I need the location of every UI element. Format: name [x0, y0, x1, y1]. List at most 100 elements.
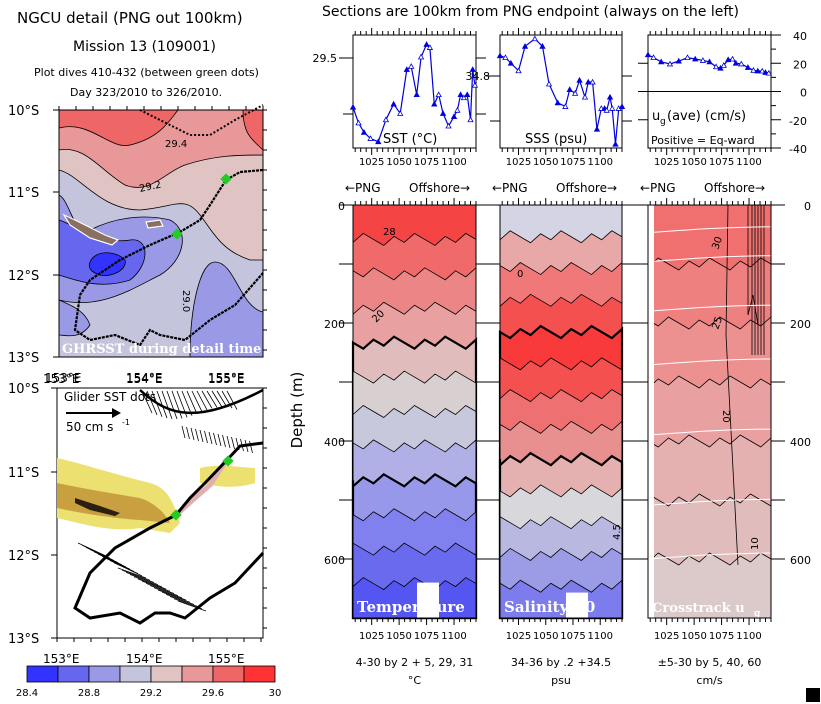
- x-tick-label: 1025: [654, 157, 679, 168]
- y-tick-label: 40: [793, 30, 807, 43]
- lon-tick-label-top: 154°E: [126, 372, 163, 386]
- direction-right-label: Offshore→: [556, 181, 617, 195]
- missing-data-gap: [417, 582, 439, 618]
- data-point: [423, 41, 430, 47]
- sst-dark-patch: [75, 498, 120, 516]
- data-point: [589, 78, 596, 85]
- data-point: [593, 125, 601, 132]
- depth-tick-label: 600: [324, 554, 345, 567]
- y-tick-label: 34.8: [466, 70, 491, 83]
- data-point: [355, 119, 362, 126]
- data-point: [471, 81, 479, 88]
- velocity-vector: [113, 562, 143, 577]
- velocity-vector: [235, 437, 240, 451]
- data-point: [502, 54, 509, 60]
- velocity-vector: [173, 598, 203, 610]
- isopycnal-line: [647, 226, 772, 234]
- data-point: [375, 138, 382, 145]
- section-contour-line: [747, 205, 759, 326]
- velocity-vector: [149, 585, 179, 596]
- data-point: [507, 59, 515, 66]
- data-point: [390, 100, 397, 107]
- colorbar: 28.4 28.8 29.2 29.6 30: [16, 665, 281, 699]
- velocity-vector: [141, 580, 171, 592]
- velocity-vector: [137, 578, 167, 590]
- velocity-vector: [171, 390, 183, 419]
- x-tick-label: 1075: [560, 631, 585, 642]
- velocity-vector: [186, 390, 198, 415]
- units-label: psu: [551, 674, 571, 687]
- depth-tick-label-right: 200: [790, 318, 811, 331]
- data-point: [408, 63, 415, 69]
- lat-tick-label: 10°S: [8, 382, 39, 397]
- data-point: [397, 110, 404, 116]
- sst-shading: [57, 483, 170, 523]
- contour-label: 20: [720, 410, 731, 423]
- contour-label: 4.5: [612, 524, 623, 540]
- lon-tick-label-top: 153°E: [43, 372, 80, 386]
- dives-label: Plot dives 410-432 (between green dots): [34, 66, 259, 79]
- isopycnal-line: [647, 428, 772, 436]
- velocity-vector: [146, 390, 158, 416]
- depth-tick-label-right: 0: [804, 200, 811, 213]
- x-tick-label: 1050: [681, 631, 706, 642]
- data-point: [413, 91, 420, 98]
- y-tick-label: 20: [793, 58, 807, 71]
- data-point: [515, 67, 522, 74]
- data-point: [403, 66, 410, 72]
- data-point: [460, 94, 468, 101]
- velocity-vector: [208, 431, 213, 445]
- data-point: [699, 57, 707, 63]
- data-point: [754, 67, 762, 74]
- section-frame: [499, 204, 623, 619]
- line-chart-1: 1025 1050 1075 1100 29.5 SST (°C): [313, 28, 486, 168]
- lat-tick-label: 13°S: [8, 632, 39, 647]
- data-point: [521, 42, 529, 49]
- data-point: [531, 35, 539, 42]
- velocity-vector: [121, 569, 151, 581]
- depth-tick-label: 400: [324, 436, 345, 449]
- velocity-vector: [240, 438, 244, 452]
- data-point: [545, 80, 553, 87]
- scale-label-exponent: -1: [122, 418, 130, 427]
- sst-map: 29.4 29.2 29.0 GHRSST during detail time 10°…: [8, 104, 267, 385]
- contour-spec-label: 34-36 by .2 +34.5: [511, 656, 611, 669]
- depth-tick-label-right: 600: [790, 554, 811, 567]
- data-point: [382, 116, 390, 123]
- isopycnal-line: [647, 358, 772, 366]
- x-tick-label: 1050: [386, 157, 411, 168]
- contour-spec-label: ±5-30 by 5, 40, 60: [658, 656, 762, 669]
- section-caption: Temperature: [357, 598, 465, 616]
- velocity-vector: [125, 572, 155, 583]
- map-caption: GHRSST during detail time: [62, 342, 261, 357]
- vector-map: Glider SST dots 50 cm s -1 10°S 11°S 12°S 13°S…: [8, 372, 267, 666]
- y-tick-label: -40: [789, 143, 807, 156]
- data-point: [618, 103, 626, 109]
- sst-contour-band: [88, 252, 126, 277]
- data-point: [435, 91, 442, 98]
- data-point: [566, 86, 573, 93]
- section-frame: [352, 204, 477, 619]
- units-label: cm/s: [696, 674, 722, 687]
- velocity-vector: [206, 390, 218, 408]
- velocity-vector: [177, 600, 207, 612]
- velocity-vector: [231, 436, 235, 450]
- velocity-vector: [249, 440, 253, 454]
- x-tick-label: 1050: [386, 631, 411, 642]
- velocity-vector: [211, 390, 223, 408]
- data-point: [496, 52, 504, 59]
- data-point: [744, 64, 752, 70]
- data-point: [360, 128, 368, 135]
- lon-tick-label: 153°E: [43, 652, 80, 666]
- plot-title: SSS (psu): [525, 132, 587, 147]
- missing-data-gap: [566, 592, 588, 618]
- velocity-vector: [191, 390, 203, 413]
- colorbar-swatch: [212, 665, 245, 683]
- velocity-vector: [226, 435, 231, 449]
- section-salinity: 0 4.5 Salinity-30 1025 1050 1075 1100 ←PNG Offsh…: [486, 181, 636, 687]
- colorbar-swatch: [88, 665, 121, 683]
- data-point: [349, 103, 357, 110]
- lon-tick-label: 153°E: [45, 371, 82, 385]
- section-crosstrack: 30 25 20 10 Crosstrack u g 1025 1050 1075 1100 ←PN…: [634, 181, 785, 687]
- data-point: [469, 66, 476, 72]
